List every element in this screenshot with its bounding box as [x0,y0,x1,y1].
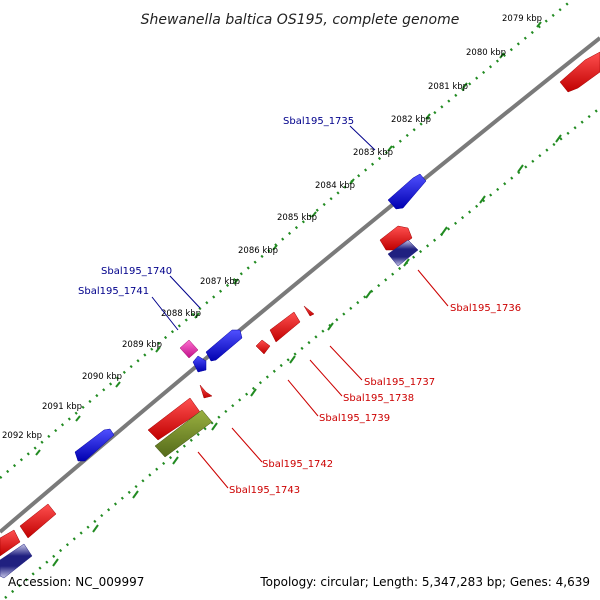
gene-label[interactable]: Sbal195_1738 [343,393,414,404]
tick-label: 2089 kbp [122,340,162,350]
map-title: Shewanella baltica OS195, complete genom… [141,12,460,28]
tick-label: 2081 kbp [428,82,468,92]
genome-backbone [0,36,600,534]
gene-label[interactable]: Sbal195_1741 [78,286,149,297]
gene-label[interactable]: Sbal195_1743 [229,485,300,496]
tick-label: 2079 kbp [502,14,542,24]
gene-arrow[interactable] [74,428,115,462]
gene-label[interactable]: Sbal195_1737 [364,377,435,388]
gene-arrow[interactable] [303,305,315,317]
forward-strand-genes [74,173,427,462]
outer-major-ticks [35,21,542,456]
gene-label[interactable]: Sbal195_1740 [101,266,172,277]
trna-gene-box[interactable] [387,239,419,267]
rna-gene-box[interactable] [154,409,213,458]
gene-arrow[interactable] [387,173,427,210]
trna-gene-box[interactable] [0,543,33,579]
gene-arrow[interactable] [269,311,301,343]
gene-label[interactable]: Sbal195_1739 [319,413,390,424]
gene-arrow[interactable] [559,51,600,93]
gene-arrow[interactable] [205,329,243,362]
accession-text: Accession: NC_009997 [8,575,144,589]
tick-label: 2082 kbp [391,115,431,125]
tick-label: 2090 kbp [82,372,122,382]
tick-label: 2092 kbp [2,431,42,441]
tick-label: 2083 kbp [353,148,393,158]
reverse-strand-genes [0,51,600,579]
topology-text: Topology: circular; Length: 5,347,283 bp… [259,575,590,589]
tick-label: 2080 kbp [466,48,506,58]
pseudo-gene-box[interactable] [179,339,199,359]
gene-arrow[interactable] [19,503,57,539]
tick-label: 2084 kbp [315,181,355,191]
gene-arrow[interactable] [255,339,271,355]
label-connectors [151,125,449,489]
gene-label[interactable]: Sbal195_1735 [283,116,354,127]
gene-arrow[interactable] [192,355,207,373]
tick-label: 2086 kbp [238,246,278,256]
scale-labels: 2079 kbp 2080 kbp 2081 kbp 2082 kbp 2083… [2,14,542,441]
gene-labels: Sbal195_1735 Sbal195_1740 Sbal195_1741 S… [78,116,521,496]
inner-tick-track [4,107,600,599]
gene-label[interactable]: Sbal195_1742 [262,459,333,470]
tick-label: 2088 kbp [161,309,201,319]
outer-tick-track [0,0,573,479]
gene-arrow[interactable] [199,384,213,399]
gene-arrow[interactable] [0,529,21,557]
gene-label[interactable]: Sbal195_1736 [450,303,521,314]
inner-major-ticks [52,134,562,567]
tick-label: 2085 kbp [277,213,317,223]
tick-label: 2091 kbp [42,402,82,412]
tick-label: 2087 kbp [200,277,240,287]
